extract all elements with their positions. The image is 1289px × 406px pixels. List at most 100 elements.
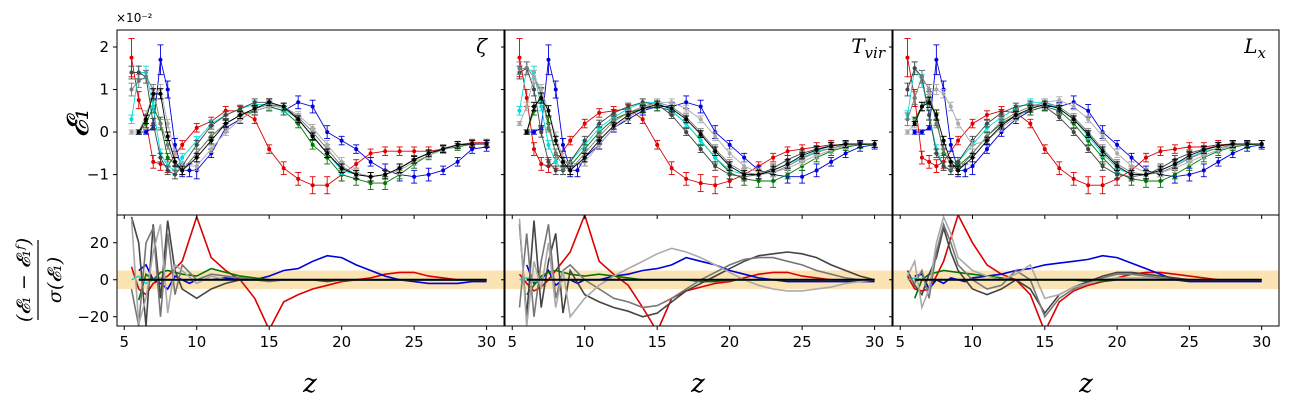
data-point-red [136,98,141,103]
data-point-blue [546,57,551,62]
data-point-black [626,113,631,118]
data-point-green [383,181,388,186]
data-point-gray1 [984,121,989,126]
x-tick-label: 20 [1108,333,1127,351]
data-point-blue [727,142,732,147]
data-point-red [1100,183,1105,188]
data-point-red [158,161,163,166]
data-point-black [1245,141,1250,146]
data-point-black [771,168,776,173]
data-point-blue [441,168,446,173]
data-point-red [927,159,932,164]
data-point-black [143,117,148,122]
data-point-red [267,147,272,152]
data-point-black [934,113,939,118]
data-point-red [151,159,156,164]
y-tick-label-bottom: 0 [99,271,109,289]
data-point-blue [172,142,177,147]
data-point-blue [814,168,819,173]
data-point-black [1129,172,1134,177]
data-point-gray1 [597,121,602,126]
data-point-red [597,110,602,115]
data-point-blue [1115,142,1120,147]
x-tick-label: 30 [1252,333,1271,351]
data-point-cyan [517,108,522,113]
data-point-blue [158,57,163,62]
data-point-black [927,100,932,105]
data-point-gray2 [912,96,917,101]
bottom-panel-2-series [518,215,875,326]
data-point-blue [339,138,344,143]
data-point-black [912,121,917,126]
x-tick-label: 25 [405,333,424,351]
x-tick-label: 30 [477,333,496,351]
data-point-gray2 [517,66,522,71]
data-point-red [1187,144,1192,149]
data-point-black [956,168,961,173]
data-point-green [368,181,373,186]
data-point-blue [742,155,747,160]
data-point-gray3 [698,117,703,122]
data-point-blue [1230,151,1235,156]
data-point-green [771,178,776,183]
data-point-gray2 [143,74,148,79]
data-point-cyan [546,142,551,147]
data-point-blue [368,159,373,164]
data-point-blue [1187,172,1192,177]
data-point-green [1172,172,1177,177]
data-point-blue [310,104,315,109]
data-point-red [1028,121,1033,126]
data-point-black [1057,106,1062,111]
data-point-blue [698,104,703,109]
data-point-red [1042,147,1047,152]
series-line-red [131,57,487,186]
data-point-gray3 [1071,104,1076,109]
x-axis-label-1: z [302,369,317,399]
data-point-gray3 [517,121,522,126]
data-point-black [553,138,558,143]
data-point-gray3 [956,121,961,126]
data-point-black [655,102,660,107]
series-line-black [526,97,875,176]
bottom-panel-frame-2 [504,214,893,327]
data-series [128,38,1265,326]
data-point-gray1 [151,121,156,126]
data-point-gray3 [948,104,953,109]
residual-line-gray1 [518,220,875,318]
data-point-red [1143,155,1148,160]
panel-title-zeta: ζ [476,34,488,58]
y-tick-label-top: 2 [99,38,109,56]
data-point-blue [560,142,565,147]
data-point-red [956,138,961,143]
data-point-black [843,141,848,146]
data-point-gray1 [582,138,587,143]
bottom-panel-frame-1 [116,214,505,327]
data-point-red [1071,176,1076,181]
data-point-black [640,106,645,111]
data-point-red [582,121,587,126]
top-panel-frame-1 [116,29,505,216]
data-point-black [354,172,359,177]
bottom-panel-frame-3 [892,214,1280,327]
data-point-black [560,159,565,164]
data-point-green [1143,178,1148,183]
data-point-blue [143,130,148,135]
top-panel-2-series [516,38,878,195]
data-point-blue [426,172,431,177]
y-tick-label-bottom: −20 [77,308,109,326]
data-point-cyan [129,117,134,122]
data-point-gray2 [158,121,163,126]
data-point-black [829,144,834,149]
data-point-black [158,91,163,96]
data-point-black [136,130,141,135]
data-point-gray3 [905,130,910,135]
data-point-black [970,155,975,160]
data-point-black [194,155,199,160]
x-tick-label: 10 [963,333,982,351]
data-point-gray1 [1115,172,1120,177]
data-point-gray1 [669,113,674,118]
data-point-gray3 [172,151,177,156]
data-point-gray2 [919,74,924,79]
residual-line-red [906,215,1262,326]
data-point-black [568,168,573,173]
